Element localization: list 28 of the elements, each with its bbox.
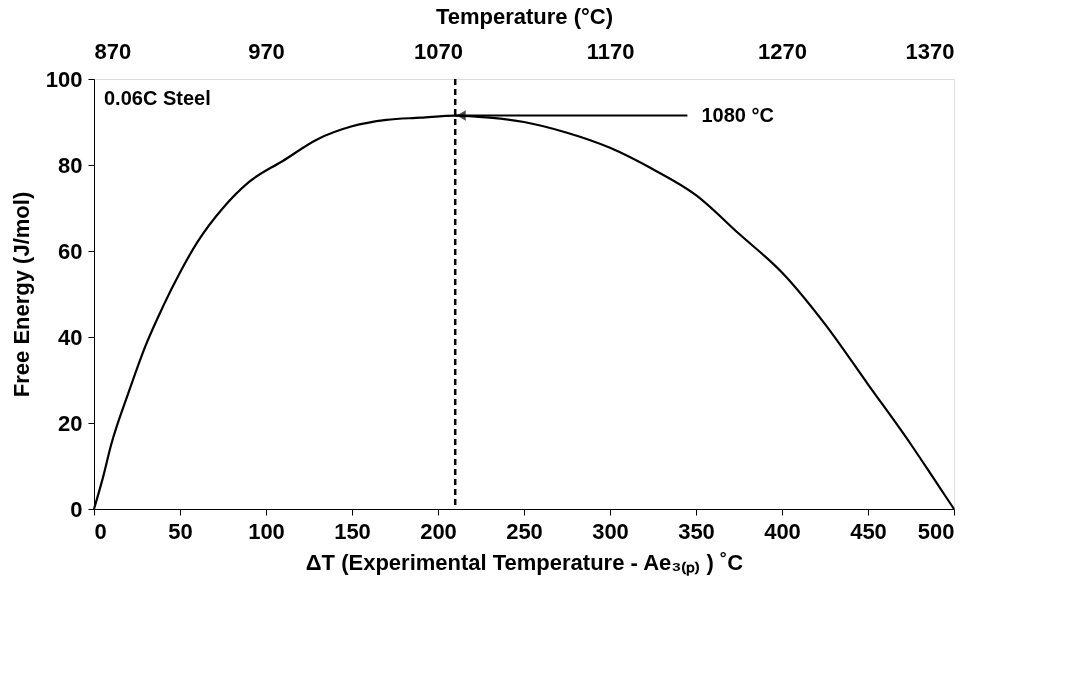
x2-tick-label: 1270 <box>758 38 807 64</box>
x-tick-label: 200 <box>420 518 457 544</box>
y-tick-label: 80 <box>58 152 83 178</box>
x2-tick-label: 870 <box>94 38 132 64</box>
x-tick-label: 300 <box>592 518 629 544</box>
y-tick-label: 0 <box>70 496 83 522</box>
y-tick-label: 20 <box>58 410 83 436</box>
x-tick-label: 0 <box>94 518 107 544</box>
x2-tick-label: 970 <box>248 38 285 64</box>
annotation: 1080 °C <box>701 103 774 126</box>
x2-tick-label: 1370 <box>905 38 955 64</box>
x-tick-label: 500 <box>917 518 955 544</box>
y-axis-title: Free Energy (J/mol) <box>8 191 34 398</box>
x-tick-label: 50 <box>168 518 193 544</box>
y-tick-label: 100 <box>45 66 83 92</box>
x2-tick-label: 1070 <box>414 38 463 64</box>
x-tick-label: 100 <box>248 518 285 544</box>
x2-tick-label: 1170 <box>586 38 635 64</box>
y-tick-label: 60 <box>58 238 83 264</box>
annotation: 0.06C Steel <box>104 87 211 109</box>
x-tick-label: 150 <box>334 518 371 544</box>
x-axis-title: ΔT (Experimental Temperature - Ae₃₍ₚ₎ ) ˚C <box>305 549 744 576</box>
x-tick-label: 400 <box>764 518 801 544</box>
x-tick-label: 250 <box>506 518 543 544</box>
x-tick-label: 450 <box>850 518 887 544</box>
y-tick-label: 40 <box>58 324 83 350</box>
x2-axis-title: Temperature (°C) <box>435 3 614 29</box>
x-tick-label: 350 <box>678 518 715 544</box>
